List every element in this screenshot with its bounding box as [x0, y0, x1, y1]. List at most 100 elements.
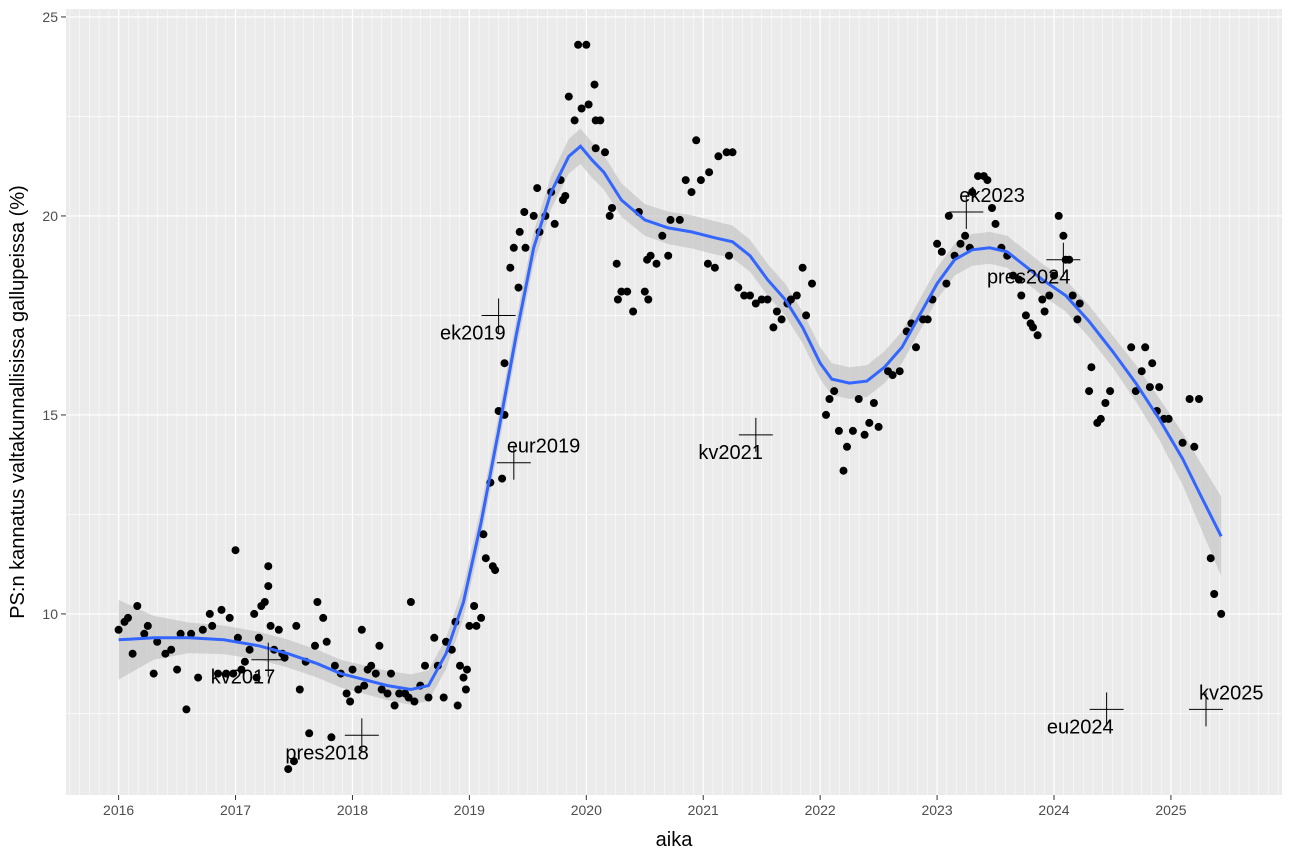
- data-point: [182, 705, 191, 714]
- data-point: [865, 418, 874, 427]
- data-point: [421, 661, 429, 670]
- data-point: [208, 621, 217, 630]
- data-point: [912, 343, 920, 352]
- data-point: [465, 621, 474, 630]
- data-point: [974, 172, 982, 181]
- data-point: [860, 430, 869, 439]
- data-point: [456, 661, 464, 670]
- data-point: [822, 410, 830, 419]
- event-annotations: kv2017 pres2018 ek2019 eur2019 kv2021 ek2023 p…: [211, 185, 1264, 764]
- data-point: [792, 291, 801, 300]
- data-point: [1217, 609, 1226, 618]
- y-tick-label: 15: [42, 407, 58, 423]
- y-tick-label: 25: [42, 9, 58, 25]
- data-point: [664, 251, 673, 260]
- data-point: [377, 685, 386, 694]
- data-point: [424, 693, 433, 702]
- data-point: [313, 598, 322, 606]
- data-point: [983, 176, 992, 185]
- data-point: [1145, 383, 1154, 392]
- data-point: [506, 263, 515, 272]
- data-point: [561, 192, 570, 200]
- data-point: [640, 287, 649, 296]
- data-point: [769, 323, 778, 332]
- data-point: [944, 211, 953, 220]
- data-point: [225, 613, 234, 622]
- data-point: [233, 633, 242, 642]
- data-point: [330, 661, 339, 670]
- data-point: [461, 685, 470, 694]
- data-point: [229, 669, 238, 678]
- data-point: [734, 283, 743, 292]
- data-point: [520, 208, 529, 216]
- data-point: [772, 307, 781, 316]
- data-point: [1050, 271, 1058, 280]
- data-point: [710, 263, 719, 272]
- data-point: [590, 80, 599, 89]
- data-point: [714, 152, 723, 161]
- data-point: [991, 219, 1000, 228]
- data-point: [1075, 299, 1084, 308]
- data-point: [274, 625, 283, 634]
- data-point: [570, 116, 579, 125]
- data-point: [617, 287, 626, 296]
- data-point: [1164, 414, 1173, 423]
- data-point: [124, 613, 132, 622]
- data-point: [608, 204, 616, 212]
- data-point: [1073, 315, 1082, 324]
- data-point: [149, 669, 158, 678]
- data-point: [254, 633, 263, 642]
- data-point: [854, 395, 863, 403]
- event-label: eu2024: [1047, 716, 1114, 738]
- data-point: [284, 765, 293, 774]
- data-point: [696, 176, 705, 185]
- data-point: [1155, 383, 1164, 392]
- y-tick-label: 10: [42, 606, 58, 622]
- data-point: [802, 311, 811, 320]
- x-tick-label: 2023: [921, 802, 952, 818]
- data-point: [763, 295, 772, 304]
- data-point: [395, 689, 404, 698]
- x-axis-title: aika: [656, 829, 694, 851]
- data-point: [264, 562, 273, 571]
- data-point: [843, 442, 851, 451]
- data-point: [346, 697, 355, 706]
- data-point: [375, 641, 384, 650]
- data-point: [498, 474, 507, 483]
- data-point: [705, 168, 714, 177]
- data-point: [596, 116, 605, 125]
- data-point: [601, 148, 609, 157]
- major-grid: [66, 9, 1282, 795]
- data-point: [658, 231, 667, 240]
- data-point: [342, 689, 351, 698]
- y-tick-label: 20: [42, 208, 58, 224]
- data-point: [1033, 331, 1042, 340]
- data-point: [205, 609, 214, 618]
- data-point: [322, 637, 331, 646]
- data-point: [198, 625, 207, 634]
- data-point: [1038, 295, 1047, 304]
- x-tick-label: 2016: [103, 802, 134, 818]
- data-point: [825, 395, 834, 403]
- data-point: [757, 295, 766, 304]
- data-point: [869, 399, 878, 407]
- data-point: [217, 605, 226, 614]
- data-point: [1017, 291, 1026, 300]
- data-point: [746, 291, 754, 300]
- data-point: [173, 665, 182, 674]
- data-point: [574, 40, 583, 49]
- x-tick-label: 2017: [220, 802, 251, 818]
- data-point: [1014, 275, 1023, 284]
- data-point: [1137, 367, 1146, 376]
- x-tick-label: 2020: [571, 802, 602, 818]
- data-point: [1195, 395, 1203, 403]
- data-point: [387, 669, 395, 678]
- data-point: [740, 291, 749, 300]
- data-point: [153, 637, 162, 646]
- data-point: [613, 295, 622, 304]
- data-point: [133, 602, 142, 610]
- data-point: [245, 645, 254, 654]
- data-point: [295, 685, 304, 694]
- data-point: [319, 613, 328, 622]
